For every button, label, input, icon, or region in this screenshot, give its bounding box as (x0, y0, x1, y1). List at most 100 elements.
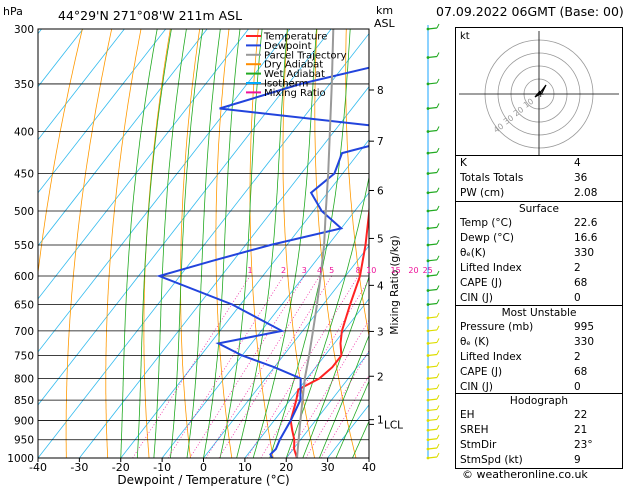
isotherm-line (285, 351, 369, 458)
wind-marker (426, 388, 430, 391)
pressure-tick-label: 600 (14, 271, 34, 283)
wind-barb-flag (436, 103, 440, 108)
wind-barb-flag (436, 255, 440, 261)
wind-marker (426, 428, 430, 432)
wind-barb (427, 302, 438, 306)
wind-barb (427, 428, 438, 431)
wet-adiabat-line (203, 29, 241, 458)
isotherm-line (38, 29, 208, 247)
wind-marker (426, 259, 430, 263)
surface-row: CAPE (J) 68 (456, 276, 622, 291)
datetime-label: 07.09.2022 06GMT (Base: 00) (436, 4, 624, 19)
x-tick-label: -20 (112, 461, 130, 474)
wind-barb-flag (436, 147, 440, 153)
index-row: PW (cm) 2.08 (456, 186, 622, 201)
mixing-ratio-label: 2 (281, 266, 286, 275)
unstable-row: CIN (J) 0 (456, 380, 622, 395)
hodograph-stat-value: 22 (574, 409, 588, 421)
mixing-ratio-line (167, 275, 284, 458)
dry-adiabat-line (314, 29, 357, 458)
wind-barb-flag (436, 452, 440, 458)
km-tick-label: 7 (377, 136, 384, 148)
isotherm-line (38, 29, 167, 194)
dry-adiabat-line (282, 29, 315, 458)
wind-marker (426, 438, 430, 442)
hodograph-stat-row: StmSpd (kt) 9 (456, 453, 622, 468)
x-tick-label: -30 (70, 461, 88, 474)
x-tick-label: 0 (200, 461, 207, 474)
wind-barb-flag (436, 223, 440, 228)
surface-label: CAPE (J) (460, 277, 503, 289)
y-axis-unit: hPa (3, 5, 23, 18)
index-row: Totals Totals 36 (456, 171, 622, 186)
profiles (156, 29, 369, 458)
wind-marker (426, 316, 430, 320)
dry-adiabat-line (180, 29, 201, 458)
surface-label: Dewp (°C) (460, 232, 514, 244)
wind-barb (427, 376, 438, 380)
pressure-tick-label: 750 (14, 350, 34, 362)
hodograph-stat-label: SREH (460, 424, 489, 436)
unstable-value: 330 (574, 336, 595, 348)
wind-barb (427, 226, 438, 229)
legend-label: Temperature (263, 32, 327, 43)
wind-barb-flag (436, 52, 440, 57)
most-unstable-title: Most Unstable (501, 307, 577, 319)
legend-label: Isotherm (264, 79, 308, 90)
mixing-ratio-label: 15 (391, 266, 401, 275)
wet-adiabat-line (170, 29, 203, 458)
parcel-trajectory-profile (296, 29, 335, 458)
wind-barb (427, 438, 438, 441)
wind-barb (427, 456, 438, 459)
wind-barb-flag (436, 126, 440, 131)
hodograph-stat-value: 21 (574, 424, 588, 436)
unstable-label: Pressure (mb) (460, 321, 534, 333)
wind-barb (427, 408, 438, 412)
wind-marker (426, 303, 430, 306)
wind-barb (427, 82, 438, 85)
wind-barb-flag (436, 239, 440, 245)
surface-value: 0 (574, 292, 581, 304)
wind-barb (427, 171, 438, 175)
hodograph-stat-value: 23° (574, 439, 593, 451)
wind-marker (426, 56, 430, 59)
wind-barb-flag (436, 384, 440, 389)
km-tick-label: 2 (377, 371, 384, 383)
wind-marker (426, 365, 430, 369)
hodograph-stat-row: StmDir 23° (456, 438, 622, 453)
wind-barb (427, 288, 438, 292)
pressure-tick-label: 700 (14, 326, 34, 338)
pressure-tick-label: 850 (14, 395, 34, 407)
wind-barb-flag (436, 285, 440, 290)
wind-barb (427, 151, 438, 154)
km-tick-label: 3 (377, 326, 384, 338)
wind-barb (427, 341, 438, 345)
wind-barb-flag (436, 443, 440, 449)
asl-unit: ASL (374, 17, 396, 30)
wind-barb-flag (436, 405, 440, 410)
hodograph-stat-value: 9 (574, 454, 581, 466)
hodograph-table: Hodograph EH 22 SREH 21 StmDir 23° StmSpd (kt)… (455, 393, 623, 469)
lcl-label: LCL (384, 419, 403, 431)
wind-marker (426, 151, 430, 155)
wind-barb (427, 387, 438, 391)
km-tick-label: 5 (377, 233, 384, 245)
x-tick-label: 30 (321, 461, 335, 474)
wind-marker (426, 227, 430, 230)
wind-marker (426, 27, 430, 31)
hodograph-stat-label: StmSpd (kt) (460, 454, 523, 466)
hodograph-stat-label: StmDir (460, 439, 497, 451)
wind-barb (427, 365, 438, 368)
wind-barb-flag (436, 361, 440, 367)
indices-table: K 4 Totals Totals 36 PW (cm) 2.08 (455, 155, 623, 202)
wind-barb (427, 27, 438, 30)
dry-adiabat-line (38, 29, 83, 277)
mixing-ratio-axis-title: Mixing Ratio (g/kg) (389, 235, 401, 334)
index-value: 2.08 (574, 187, 598, 199)
surface-value: 22.6 (574, 217, 598, 229)
wind-barb-flag (436, 415, 440, 420)
x-tick-label: 20 (279, 461, 293, 474)
wind-barb (427, 106, 438, 110)
